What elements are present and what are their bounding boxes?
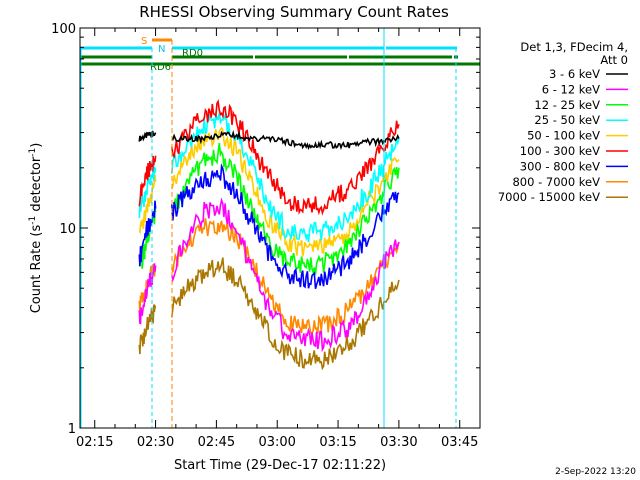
legend-entry-label: 12 - 25 keV: [534, 98, 600, 112]
x-tick-label: 02:30: [137, 435, 174, 450]
timestamp: 2-Sep-2022 13:20: [555, 467, 636, 477]
series-line: [171, 99, 400, 216]
flag-bars: SN RD0 RD6: [80, 36, 480, 73]
legend-entry-label: 6 - 12 keV: [542, 82, 600, 96]
legend-entry-label: 50 - 100 keV: [527, 129, 600, 143]
x-tick-label: 02:15: [76, 435, 113, 450]
series-line: [171, 142, 400, 276]
series-line: [138, 263, 157, 325]
series-line: [138, 303, 157, 355]
chart-title: RHESSI Observing Summary Count Rates: [139, 3, 449, 21]
series-line: [171, 111, 400, 243]
x-tick-label: 03:00: [258, 435, 295, 450]
y-tick-label: 1: [68, 422, 76, 437]
legend-header-line1: Det 1,3, FDecim 4,: [520, 40, 628, 54]
x-tick-label: 03:15: [319, 435, 356, 450]
series-line: [171, 129, 400, 151]
series-line: [138, 155, 157, 207]
series-line: [138, 130, 157, 142]
flag-label-rd0: RD0: [182, 48, 203, 59]
legend-entry-label: 3 - 6 keV: [549, 67, 600, 81]
flag-label-night: N: [158, 44, 165, 55]
legend-entry-label: 800 - 7000 keV: [512, 175, 600, 189]
y-tick-label: 100: [51, 22, 76, 37]
series-line: [171, 163, 400, 290]
x-axis-label: Start Time (29-Dec-17 02:11:22): [174, 458, 386, 473]
series-line: [138, 200, 157, 267]
series-line: [171, 197, 400, 353]
x-tick-label: 03:45: [441, 435, 478, 450]
series-line: [171, 126, 400, 257]
x-tick-label: 03:30: [380, 435, 417, 450]
series-line: [171, 218, 400, 335]
legend-entry-label: 100 - 300 keV: [520, 144, 600, 158]
flag-label-saa: S: [141, 36, 147, 47]
x-tick-label: 02:45: [198, 435, 235, 450]
series-line: [171, 257, 400, 371]
event-lines: [80, 28, 457, 428]
y-tick-label: 10: [59, 222, 76, 237]
axes: 02:15 02:30 02:45 03:00 03:15 03:30 03:45 1 10 10…: [51, 22, 481, 450]
legend-entry-label: 7000 - 15000 keV: [498, 190, 600, 204]
legend-entry-label: 300 - 800 keV: [520, 159, 600, 173]
y-axis-label: Count Rate (s-1 detector-1): [28, 143, 44, 314]
legend-entry-label: 25 - 50 keV: [534, 113, 600, 127]
flag-label-rd6: RD6: [150, 62, 171, 73]
series-line: [138, 174, 157, 235]
legend-header-line2: Att 0: [600, 53, 628, 67]
plot-series: [138, 99, 400, 371]
